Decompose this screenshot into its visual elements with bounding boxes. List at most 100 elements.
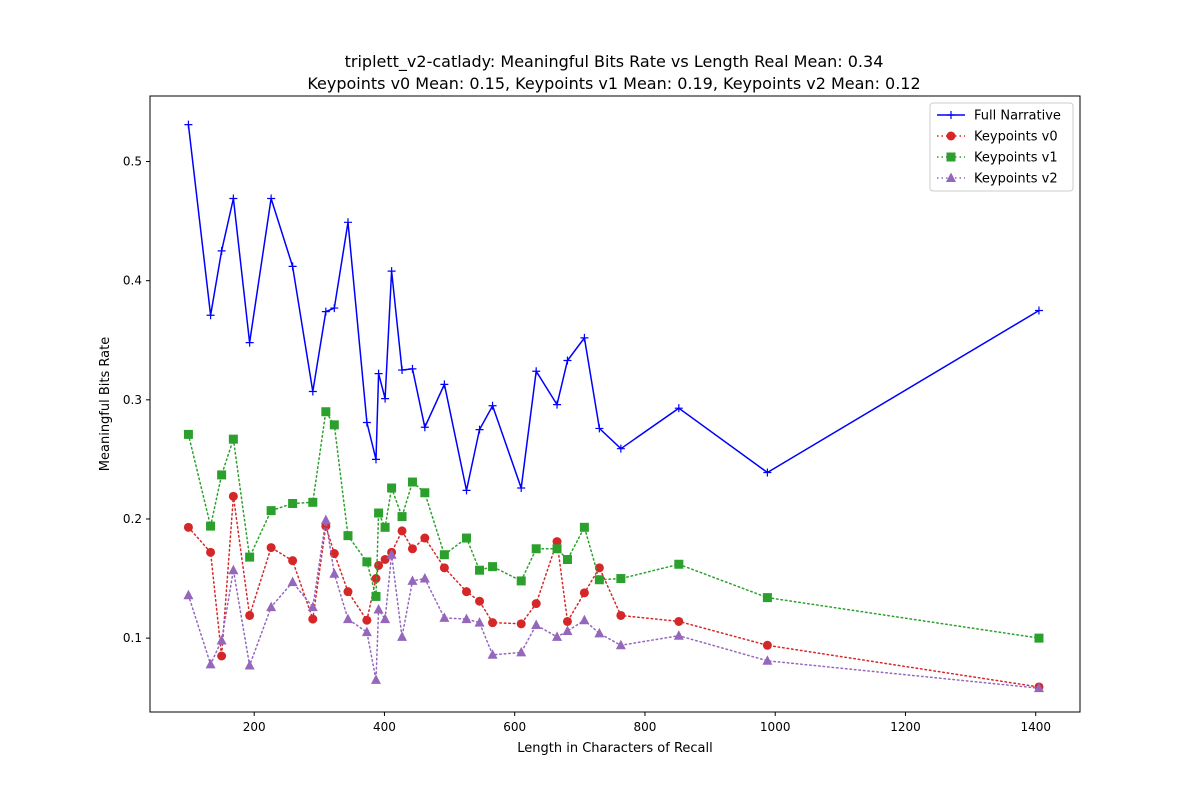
- data-point-keypoints-v1: [397, 512, 407, 522]
- data-point-full-narrative: [362, 418, 371, 427]
- plot-frame: [149, 95, 1081, 713]
- legend-label: Keypoints v2: [974, 172, 1058, 187]
- data-point-keypoints-v1: [308, 497, 318, 507]
- data-point-keypoints-v2: [183, 589, 194, 600]
- data-point-keypoints-v2: [1033, 682, 1044, 693]
- data-point-full-narrative: [440, 380, 449, 389]
- legend: Full Narrative Keypoints v0 Keypoints v1 Ke…: [929, 102, 1074, 192]
- x-tick-label: 1200: [890, 720, 921, 734]
- data-point-keypoints-v0: [245, 610, 255, 620]
- data-point-keypoints-v2: [762, 655, 773, 665]
- data-point-keypoints-v0: [516, 619, 526, 629]
- chart-title-line-1: triplett_v2-catlady: Meaningful Bits Rat…: [345, 52, 884, 72]
- legend-entry-keypoints-v2: Keypoints v2: [937, 172, 1058, 187]
- legend-label: Full Narrative: [974, 109, 1061, 124]
- data-point-full-narrative: [420, 423, 429, 432]
- data-point-keypoints-v2: [552, 631, 563, 641]
- data-point-keypoints-v1: [674, 559, 684, 569]
- data-point-keypoints-v1: [516, 576, 526, 586]
- data-point-keypoints-v2: [487, 649, 498, 659]
- data-point-full-narrative: [595, 424, 604, 433]
- data-point-keypoints-v1: [380, 522, 390, 532]
- data-point-keypoints-v1: [462, 533, 472, 543]
- data-point-full-narrative: [206, 311, 215, 320]
- series-line-keypoints-v1: [187, 409, 1040, 639]
- data-point-full-narrative: [184, 120, 193, 129]
- data-point-keypoints-v0: [562, 616, 572, 626]
- data-point-keypoints-v1: [616, 574, 626, 584]
- x-tick-label: 200: [243, 720, 266, 734]
- data-point-keypoints-v1: [439, 550, 449, 560]
- y-tick-label: 0.2: [123, 512, 142, 526]
- x-tick-label: 800: [634, 720, 657, 734]
- data-point-keypoints-v2: [386, 549, 397, 559]
- data-point-full-narrative: [217, 246, 226, 255]
- data-point-full-narrative: [517, 484, 526, 492]
- data-point-keypoints-v2: [228, 564, 239, 575]
- data-point-keypoints-v0: [374, 560, 384, 570]
- data-point-keypoints-v1: [245, 552, 255, 562]
- data-point-keypoints-v1: [329, 420, 339, 430]
- data-point-keypoints-v2: [361, 626, 372, 637]
- legend-frame: [929, 102, 1074, 192]
- legend-entry-full-narrative: Full Narrative: [937, 109, 1061, 124]
- data-point-keypoints-v0: [217, 651, 227, 661]
- y-tick-label: 0.1: [123, 631, 142, 645]
- data-point-keypoints-v2: [461, 613, 472, 624]
- data-point-keypoints-v1: [475, 565, 485, 575]
- data-point-keypoints-v1: [266, 506, 276, 516]
- data-point-keypoints-v1: [183, 429, 193, 439]
- data-point-keypoints-v1: [206, 521, 216, 531]
- legend-entries: Full Narrative Keypoints v0 Keypoints v1 Ke…: [937, 109, 1061, 187]
- data-point-keypoints-v1: [594, 575, 604, 585]
- data-point-keypoints-v0: [488, 618, 498, 628]
- data-point-full-narrative: [1034, 306, 1043, 315]
- legend-marker: [946, 152, 956, 162]
- data-point-keypoints-v2: [287, 576, 298, 587]
- series-keypoints-v0: [183, 491, 1044, 692]
- legend-entry-keypoints-v0: Keypoints v0: [937, 130, 1058, 145]
- axis-ticks: 200 400 600 800 1000 1200 1400 0.1 0.2 0.3 0.4 0.5: [123, 155, 1051, 734]
- data-point-keypoints-v1: [343, 531, 353, 541]
- data-point-keypoints-v0: [579, 588, 589, 598]
- data-point-full-narrative: [674, 404, 683, 413]
- data-point-full-narrative: [553, 400, 562, 409]
- data-point-keypoints-v1: [1034, 633, 1044, 643]
- data-point-keypoints-v2: [594, 627, 605, 638]
- data-point-keypoints-v2: [531, 619, 542, 630]
- x-tick-label: 1000: [760, 720, 791, 734]
- data-point-keypoints-v1: [407, 477, 417, 487]
- data-point-full-narrative: [330, 304, 339, 313]
- data-point-keypoints-v2: [579, 614, 590, 625]
- data-point-full-narrative: [616, 444, 625, 453]
- data-point-keypoints-v2: [562, 625, 573, 635]
- data-point-keypoints-v1: [217, 470, 227, 480]
- legend-label: Keypoints v0: [974, 130, 1058, 145]
- data-point-keypoints-v1: [374, 508, 384, 518]
- data-point-keypoints-v2: [380, 613, 391, 624]
- data-point-keypoints-v0: [397, 526, 407, 536]
- data-point-full-narrative: [398, 366, 407, 375]
- data-point-full-narrative: [488, 401, 497, 410]
- data-point-keypoints-v0: [407, 544, 417, 554]
- data-point-keypoints-v2: [419, 573, 430, 583]
- data-point-keypoints-v0: [475, 596, 485, 606]
- data-point-full-narrative: [563, 356, 572, 365]
- series-layer: [183, 120, 1044, 693]
- data-point-full-narrative: [763, 468, 772, 477]
- x-axis-label: Length in Characters of Recall: [517, 741, 713, 756]
- data-point-keypoints-v1: [762, 593, 772, 603]
- data-point-keypoints-v1: [371, 591, 381, 601]
- data-point-keypoints-v0: [206, 547, 216, 557]
- data-point-keypoints-v0: [420, 533, 430, 543]
- data-point-keypoints-v0: [616, 610, 626, 620]
- data-point-keypoints-v1: [288, 498, 298, 508]
- data-point-keypoints-v1: [321, 407, 331, 417]
- data-point-full-narrative: [343, 218, 352, 227]
- data-point-keypoints-v0: [674, 616, 684, 626]
- data-point-keypoints-v1: [488, 562, 498, 572]
- data-point-keypoints-v2: [673, 630, 684, 640]
- data-point-full-narrative: [408, 364, 417, 373]
- data-point-keypoints-v2: [615, 639, 626, 650]
- data-point-full-narrative: [381, 394, 390, 403]
